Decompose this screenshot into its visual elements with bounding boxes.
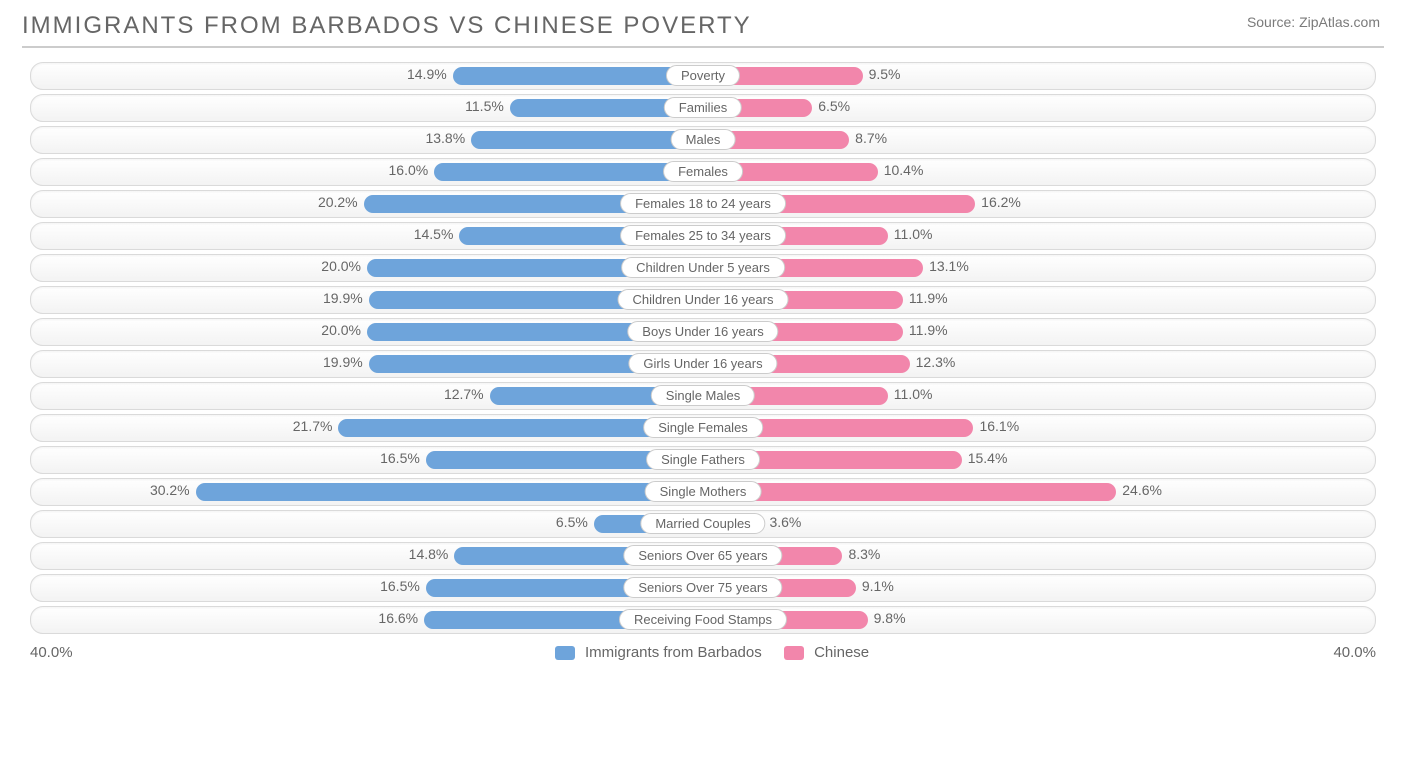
value-left: 30.2% [150,482,190,498]
value-right: 11.0% [894,386,933,402]
bar-row: 13.8% 8.7% Males [30,126,1376,154]
category-label: Children Under 5 years [621,257,785,278]
value-right: 8.3% [848,546,880,562]
bar-row: 12.7% 11.0% Single Males [30,382,1376,410]
category-label: Females [663,161,743,182]
value-right: 8.7% [855,130,887,146]
category-label: Single Females [643,417,763,438]
value-left: 20.0% [321,322,361,338]
category-label: Receiving Food Stamps [619,609,787,630]
value-right: 24.6% [1122,482,1162,498]
bar-row: 11.5% 6.5% Families [30,94,1376,122]
category-label: Families [664,97,742,118]
bar-row: 19.9% 11.9% Children Under 16 years [30,286,1376,314]
value-left: 20.2% [318,194,358,210]
bar-row: 21.7% 16.1% Single Females [30,414,1376,442]
value-left: 19.9% [323,290,363,306]
value-right: 3.6% [769,514,801,530]
value-right: 9.1% [862,578,894,594]
value-right: 10.4% [884,162,924,178]
value-right: 9.5% [869,66,901,82]
bar-row: 14.9% 9.5% Poverty [30,62,1376,90]
value-right: 11.9% [909,290,948,306]
value-left: 16.5% [380,578,420,594]
bar-row: 20.0% 11.9% Boys Under 16 years [30,318,1376,346]
axis-max-right: 40.0% [1107,644,1376,661]
bar-row: 16.5% 9.1% Seniors Over 75 years [30,574,1376,602]
value-left: 13.8% [425,130,465,146]
value-left: 20.0% [321,258,361,274]
category-label: Females 25 to 34 years [620,225,786,246]
bar-row: 16.0% 10.4% Females [30,158,1376,186]
value-left: 6.5% [556,514,588,530]
legend-swatch-left [555,646,575,660]
legend-label-left: Immigrants from Barbados [585,644,762,661]
value-left: 16.5% [380,450,420,466]
value-right: 11.9% [909,322,948,338]
value-left: 12.7% [444,386,484,402]
bar-row: 14.8% 8.3% Seniors Over 65 years [30,542,1376,570]
value-right: 13.1% [929,258,969,274]
bar-row: 20.0% 13.1% Children Under 5 years [30,254,1376,282]
value-left: 21.7% [293,418,333,434]
bar-left [471,131,703,149]
bar-right [703,483,1116,501]
category-label: Single Males [651,385,755,406]
category-label: Females 18 to 24 years [620,193,786,214]
value-left: 19.9% [323,354,363,370]
bar-left [196,483,703,501]
category-label: Males [671,129,736,150]
value-right: 11.0% [894,226,933,242]
chart-footer: 40.0% Immigrants from Barbados Chinese 4… [30,638,1376,666]
bar-row: 16.6% 9.8% Receiving Food Stamps [30,606,1376,634]
value-left: 14.8% [409,546,449,562]
bar-row: 14.5% 11.0% Females 25 to 34 years [30,222,1376,250]
axis-max-left: 40.0% [30,644,299,661]
legend: Immigrants from Barbados Chinese [299,644,1107,661]
value-right: 6.5% [818,98,850,114]
value-right: 12.3% [916,354,956,370]
bar-row: 6.5% 3.6%Married Couples [30,510,1376,538]
category-label: Single Mothers [645,481,762,502]
bar-row: 20.2% 16.2% Females 18 to 24 years [30,190,1376,218]
value-right: 16.1% [979,418,1019,434]
value-left: 14.5% [414,226,454,242]
legend-label-right: Chinese [814,644,869,661]
value-left: 16.0% [389,162,429,178]
value-left: 11.5% [465,98,504,114]
bar-rows-container: 14.9% 9.5% Poverty 11.5% 6.5% Families 13.8% 8.… [22,62,1384,634]
bar-row: 30.2% 24.6% Single Mothers [30,478,1376,506]
value-right: 9.8% [874,610,906,626]
category-label: Seniors Over 75 years [623,577,782,598]
category-label: Single Fathers [646,449,760,470]
category-label: Poverty [666,65,740,86]
bar-row: 19.9% 12.3% Girls Under 16 years [30,350,1376,378]
category-label: Seniors Over 65 years [623,545,782,566]
category-label: Boys Under 16 years [627,321,778,342]
chart-area: 14.9% 9.5% Poverty 11.5% 6.5% Families 13.8% 8.… [22,46,1384,666]
category-label: Girls Under 16 years [628,353,777,374]
value-left: 14.9% [407,66,447,82]
value-left: 16.6% [378,610,418,626]
category-label: Married Couples [640,513,765,534]
source-attribution: Source: ZipAtlas.com [1247,14,1380,30]
bar-row: 16.5% 15.4% Single Fathers [30,446,1376,474]
category-label: Children Under 16 years [618,289,789,310]
legend-swatch-right [784,646,804,660]
chart-title: IMMIGRANTS FROM BARBADOS VS CHINESE POVE… [22,12,1384,40]
value-right: 15.4% [968,450,1008,466]
value-right: 16.2% [981,194,1021,210]
